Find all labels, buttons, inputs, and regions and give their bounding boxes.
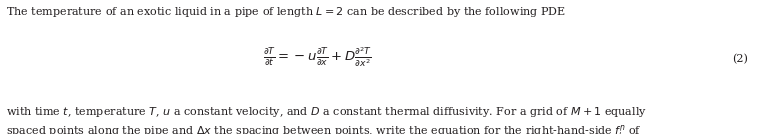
Text: The temperature of an exotic liquid in a pipe of length $L = 2$ can be described: The temperature of an exotic liquid in a…	[6, 5, 566, 19]
Text: $\frac{\partial T}{\partial t} = -u\frac{\partial T}{\partial x} + D\frac{\parti: $\frac{\partial T}{\partial t} = -u\frac…	[263, 46, 372, 69]
Text: (2): (2)	[732, 54, 748, 64]
Text: spaced points along the pipe and $\Delta x$ the spacing between points, write th: spaced points along the pipe and $\Delta…	[6, 123, 642, 134]
Text: with time $t$, temperature $T$, $u$ a constant velocity, and $D$ a constant ther: with time $t$, temperature $T$, $u$ a co…	[6, 105, 647, 118]
